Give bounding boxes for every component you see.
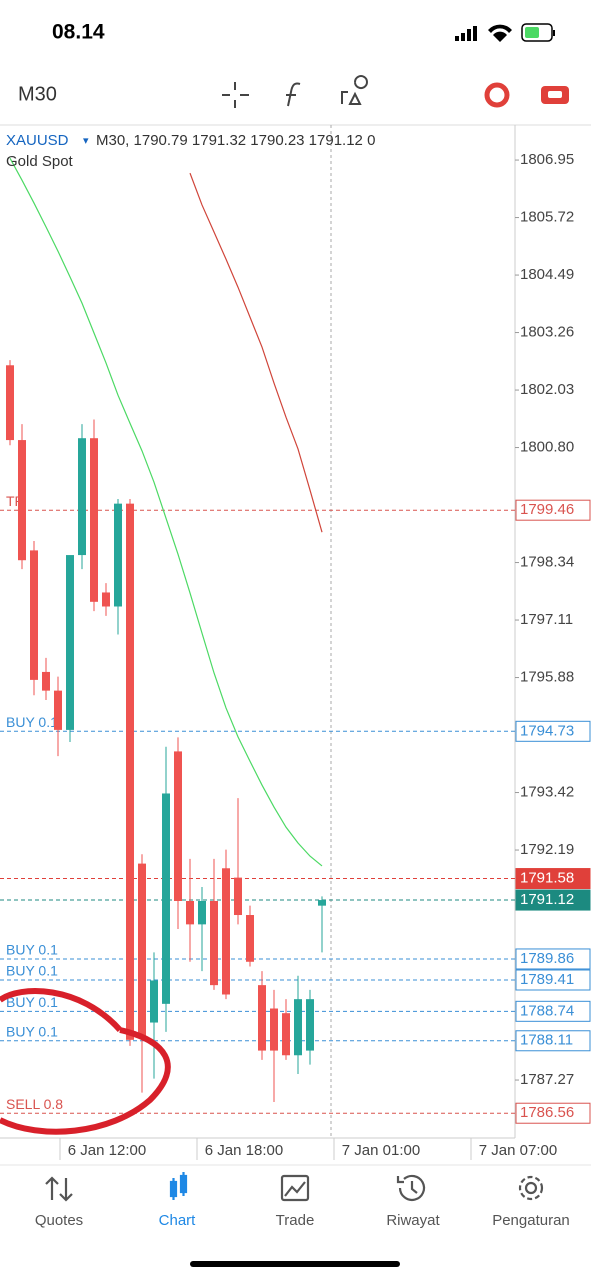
x-tick-label: 7 Jan 01:00 <box>342 1142 420 1159</box>
price-tag-label: 1791.12 <box>520 891 574 908</box>
status-icons <box>455 23 555 42</box>
x-tick-label: 6 Jan 18:00 <box>205 1142 283 1159</box>
candle-body <box>126 503 134 1040</box>
symbol-dropdown[interactable]: ▾ <box>83 135 89 147</box>
nav-item[interactable]: Pengaturan <box>492 1212 570 1229</box>
moving-average <box>9 157 323 867</box>
price-axis: 1806.95 1805.72 1804.49 1803.26 1802.03 1800.… <box>515 151 591 1124</box>
order-level-label: BUY 0.1 <box>6 714 58 730</box>
candle-body <box>18 440 26 561</box>
order-level-label: BUY 0.1 <box>6 963 58 979</box>
moving-average <box>189 172 323 533</box>
price-tag <box>515 1102 591 1124</box>
nav-item[interactable]: Riwayat <box>386 1212 440 1229</box>
candle-body <box>186 900 194 925</box>
ohlc-info: M30, 1790.79 1791.32 1790.23 1791.12 0 <box>96 132 375 149</box>
price-tag <box>515 1030 591 1052</box>
candle-body <box>222 868 230 995</box>
y-tick-label: 1803.26 <box>520 324 574 341</box>
candle-body <box>174 751 182 901</box>
order-level-label: SELL 0.8 <box>6 1096 63 1112</box>
nav-item[interactable]: Quotes <box>35 1212 83 1229</box>
price-tag-label: 1788.11 <box>520 1032 573 1049</box>
candle-body <box>138 863 146 1037</box>
y-tick-label: 1787.27 <box>520 1071 574 1088</box>
candle-body <box>66 555 74 730</box>
candle-body <box>162 793 170 1004</box>
candle-body <box>198 900 206 925</box>
y-tick-label: 1793.42 <box>520 784 574 801</box>
order-level-label: BUY 0.1 <box>6 1023 58 1039</box>
nav-item[interactable]: Chart <box>159 1212 197 1229</box>
time-axis: 6 Jan 12:00 6 Jan 18:00 7 Jan 01:00 7 Jan 0… <box>59 1138 557 1160</box>
nav-item[interactable]: Trade <box>276 1212 315 1229</box>
candle-body <box>30 550 38 680</box>
candle-body <box>246 915 254 962</box>
annotation-circle <box>0 988 171 1135</box>
y-tick-label: 1804.49 <box>520 266 574 283</box>
x-tick-label: 6 Jan 12:00 <box>68 1142 146 1159</box>
price-tag <box>515 969 591 991</box>
y-tick-label: 1800.80 <box>520 439 574 456</box>
price-tag-label: 1789.86 <box>520 950 574 967</box>
candle-body <box>306 999 314 1051</box>
price-tag-label: 1799.46 <box>520 501 574 518</box>
price-tag-label: 1789.41 <box>520 971 574 988</box>
price-tag <box>515 889 591 911</box>
candle-body <box>150 980 158 1023</box>
candle-body <box>210 900 218 986</box>
nav-icons <box>45 1172 544 1202</box>
order-level-label: BUY 0.1 <box>6 942 58 958</box>
candle-body <box>78 438 86 556</box>
symbol-description: Gold Spot <box>6 153 74 170</box>
candle-body <box>54 690 62 730</box>
y-tick-label: 1797.11 <box>520 611 573 628</box>
y-tick-label: 1802.03 <box>520 381 574 398</box>
candle-body <box>102 592 110 607</box>
x-tick-label: 7 Jan 07:00 <box>479 1142 557 1159</box>
candle-body <box>294 999 302 1056</box>
price-tag-label: 1786.56 <box>520 1104 574 1121</box>
y-tick-label: 1806.95 <box>520 151 574 168</box>
home-indicator <box>190 1261 400 1267</box>
price-tag-label: 1788.74 <box>520 1002 574 1019</box>
timeframe[interactable]: M30 <box>18 83 57 105</box>
candle-body <box>258 985 266 1051</box>
candle-body <box>318 900 326 906</box>
candle-body <box>6 365 14 441</box>
status-time: 08.14 <box>52 21 105 44</box>
y-tick-label: 1792.19 <box>520 841 574 858</box>
order-level-label: BUY 0.1 <box>6 994 58 1010</box>
price-tag <box>515 720 591 742</box>
candle-body <box>114 503 122 607</box>
price-tag <box>515 948 591 970</box>
candle-body <box>42 671 50 691</box>
price-tag <box>515 499 591 521</box>
symbol[interactable]: XAUUSD <box>6 132 69 149</box>
price-tag-label: 1791.58 <box>520 870 574 887</box>
price-tag-label: 1794.73 <box>520 722 574 739</box>
candle-body <box>90 438 98 602</box>
y-tick-label: 1795.88 <box>520 669 574 686</box>
candle-body <box>282 1013 290 1056</box>
y-tick-label: 1798.34 <box>520 554 574 571</box>
price-tag <box>515 1000 591 1022</box>
toolbar-icons[interactable] <box>222 75 569 108</box>
price-tag <box>515 868 591 890</box>
y-tick-label: 1805.72 <box>520 209 574 226</box>
candle-body <box>270 1008 278 1051</box>
nav-bar: Quotes Chart Trade Riwayat Pengaturan <box>35 1212 570 1229</box>
candle-body <box>234 877 242 916</box>
